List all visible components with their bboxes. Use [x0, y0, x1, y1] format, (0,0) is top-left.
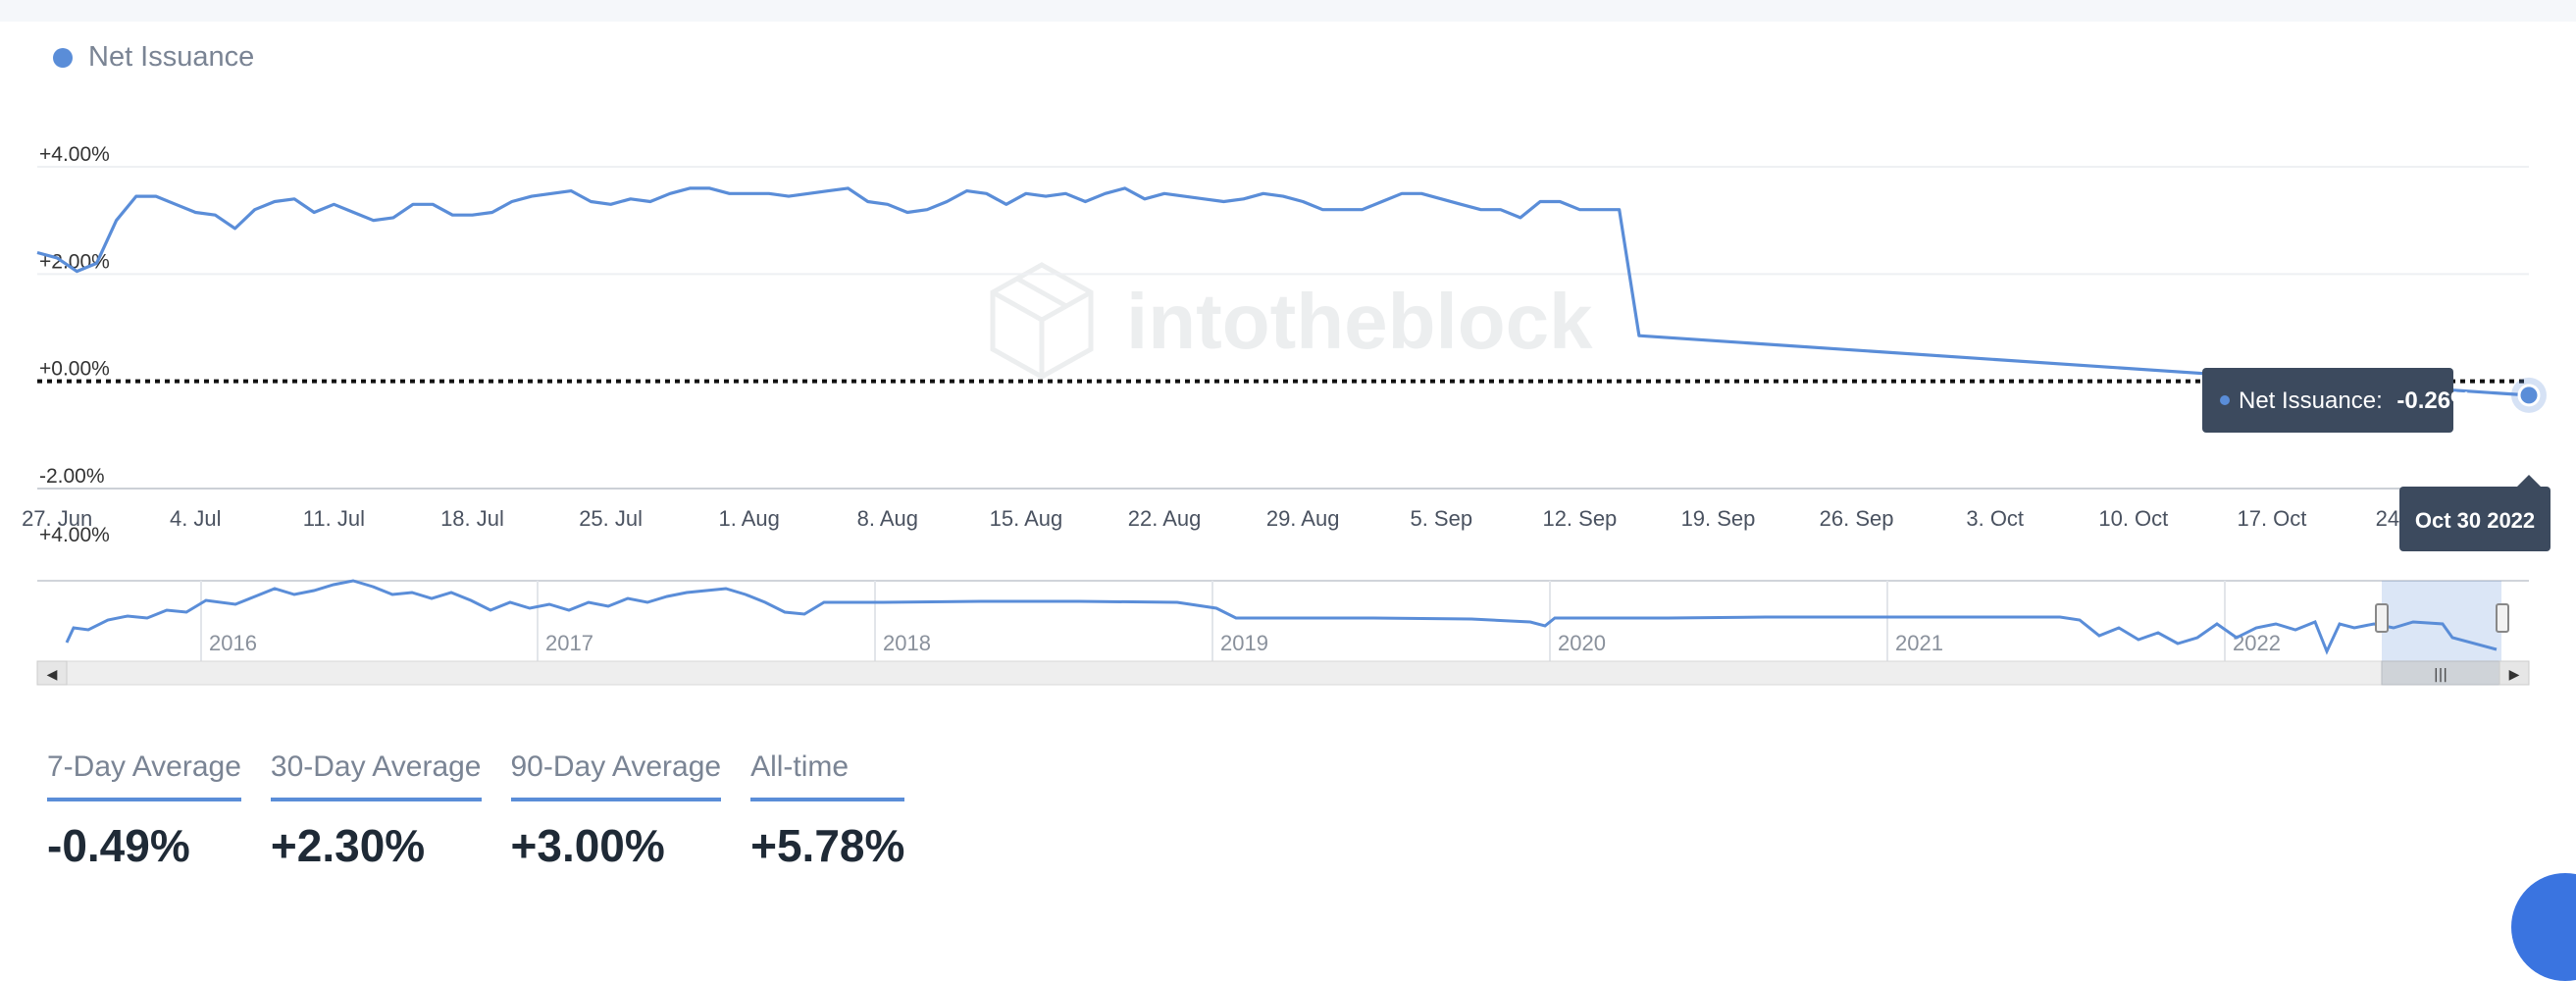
- stat-label[interactable]: 90-Day Average: [510, 750, 722, 801]
- scroll-right-icon: ▶: [2509, 667, 2520, 683]
- x-tick-label: 17. Oct: [2237, 506, 2306, 531]
- x-tick-label: 25. Jul: [579, 506, 643, 531]
- navigator-year-label: 2017: [545, 631, 593, 655]
- stat-value: +5.78%: [750, 820, 905, 871]
- chart-area: intotheblock +4.00% +2.00% +0.00% -2.00% 27…: [22, 143, 2550, 686]
- x-tick-label: 12. Sep: [1542, 506, 1617, 531]
- x-tick-label: 29. Aug: [1266, 506, 1340, 531]
- stat-label[interactable]: 30-Day Average: [270, 750, 482, 801]
- stats-row: 7-Day Average -0.49% 30-Day Average +2.3…: [47, 750, 905, 872]
- x-tick-label: 4. Jul: [170, 506, 222, 531]
- x-tick-label: 27. Jun: [22, 506, 92, 531]
- stat-value: +3.00%: [510, 820, 665, 871]
- navigator-year-label: 2016: [209, 631, 257, 655]
- top-strip: [0, 0, 2576, 22]
- tooltip: Net Issuance: -0.26%: [2202, 368, 2471, 433]
- x-tick-label: 10. Oct: [2098, 506, 2168, 531]
- watermark-logo-icon: [990, 262, 1094, 380]
- y-tick-label: +2.00%: [39, 250, 110, 273]
- navigator-year-label: 2018: [883, 631, 931, 655]
- legend-label: Net Issuance: [88, 41, 255, 73]
- x-tick-label: 19. Sep: [1681, 506, 1756, 531]
- x-tick-label: 26. Sep: [1820, 506, 1894, 531]
- x-tick-label: 11. Jul: [303, 506, 365, 531]
- x-tick-label: 22. Aug: [1128, 506, 1202, 531]
- hover-marker-point[interactable]: [2517, 384, 2541, 407]
- tooltip-dot-icon: [2220, 395, 2230, 405]
- navigator-handle-left[interactable]: [2375, 603, 2389, 633]
- stat-7-day[interactable]: 7-Day Average -0.49%: [47, 750, 241, 872]
- date-flag: Oct 30 2022: [2399, 475, 2550, 551]
- x-tick-label: 5. Sep: [1410, 506, 1472, 531]
- stat-value: +2.30%: [270, 820, 426, 871]
- watermark: intotheblock: [990, 262, 1593, 380]
- legend-dot-icon: [53, 47, 73, 68]
- stat-label[interactable]: All-time: [750, 750, 905, 801]
- scroll-left-button[interactable]: [36, 660, 68, 686]
- navigator-top-tick: +4.00%: [39, 524, 110, 546]
- navigator: +4.00% 2016 2017 2018 2019 2020 2021 2022 ◀ ||…: [36, 524, 2530, 686]
- scroll-right-button[interactable]: [2499, 660, 2530, 686]
- scroll-left-icon: ◀: [47, 667, 58, 683]
- date-flag-text: Oct 30 2022: [2415, 508, 2535, 533]
- navigator-year-label: 2021: [1895, 631, 1943, 655]
- svg-text:Net Issuance: -0.26%: Net Issuance: -0.26%: [2239, 387, 2471, 414]
- stat-30-day[interactable]: 30-Day Average +2.30%: [270, 750, 482, 872]
- x-tick-label: 3. Oct: [1966, 506, 2024, 531]
- x-tick-label: 8. Aug: [857, 506, 918, 531]
- navigator-handle-right[interactable]: [2496, 603, 2509, 633]
- tooltip-series-label: Net Issuance:: [2239, 387, 2383, 414]
- navigator-year-labels: 2016 2017 2018 2019 2020 2021 2022: [200, 581, 2281, 661]
- navigator-series-line: [65, 579, 2498, 655]
- y-tick-label: -2.00%: [39, 465, 105, 488]
- stat-90-day[interactable]: 90-Day Average +3.00%: [510, 750, 722, 872]
- series-line-net-issuance: [36, 186, 2530, 397]
- scrollbar-track[interactable]: [36, 660, 2530, 686]
- y-tick-label: +4.00%: [39, 143, 110, 166]
- y-tick-label: +0.00%: [39, 358, 110, 381]
- watermark-text: intotheblock: [1126, 278, 1593, 365]
- navigator-year-label: 2020: [1558, 631, 1606, 655]
- x-axis-labels: 27. Jun 4. Jul 11. Jul 18. Jul 25. Jul 1. Aug…: [22, 506, 2445, 531]
- grid-lines: [37, 166, 2529, 490]
- y-axis-labels: +4.00% +2.00% +0.00% -2.00%: [39, 143, 110, 488]
- x-tick-label: 18. Jul: [440, 506, 504, 531]
- scrollbar-thumb[interactable]: [2381, 660, 2500, 686]
- scrollbar-grip-icon: |||: [2434, 667, 2447, 683]
- x-tick-label: 15. Aug: [990, 506, 1063, 531]
- corner-chat-button[interactable]: [2511, 873, 2576, 981]
- navigator-selection[interactable]: [2382, 581, 2501, 661]
- x-tick-label: 1. Aug: [719, 506, 780, 531]
- legend-item-net-issuance[interactable]: Net Issuance: [53, 41, 254, 74]
- stat-value: -0.49%: [47, 820, 190, 871]
- stat-all-time[interactable]: All-time +5.78%: [750, 750, 905, 872]
- tooltip-value: -0.26%: [2396, 387, 2471, 414]
- stat-label[interactable]: 7-Day Average: [47, 750, 241, 801]
- navigator-year-label: 2019: [1220, 631, 1268, 655]
